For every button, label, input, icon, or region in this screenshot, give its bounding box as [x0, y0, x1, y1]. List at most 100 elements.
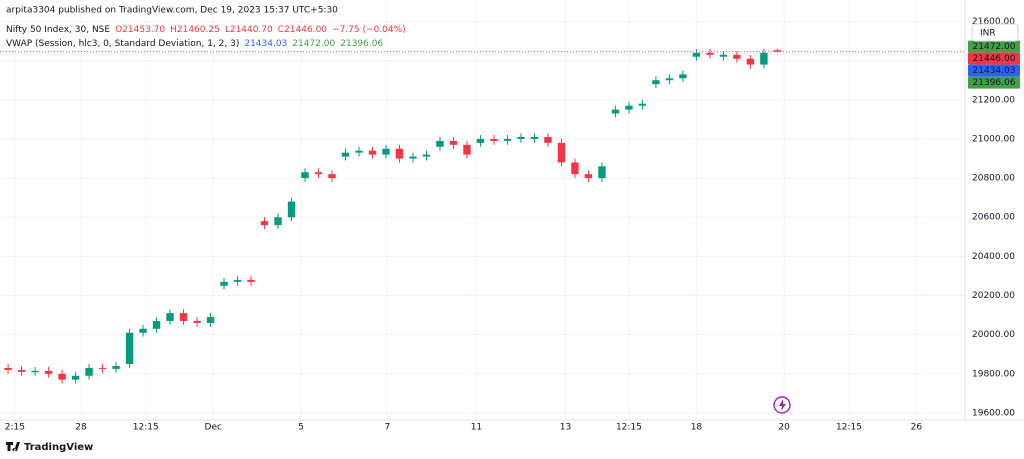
- ohlc-value: C21446.00: [278, 25, 328, 35]
- y-tick-label: 21000.00: [972, 134, 1015, 144]
- candle-body: [571, 162, 579, 175]
- y-tick-label: 21600.00: [972, 17, 1015, 27]
- candle-body: [44, 370, 53, 374]
- candle-body: [679, 74, 687, 79]
- currency-button[interactable]: [971, 23, 1019, 42]
- candle-body: [544, 136, 552, 143]
- candle-body: [98, 367, 107, 369]
- y-tick-label: 19800.00: [972, 369, 1015, 379]
- candle-body: [71, 375, 80, 380]
- candle-body: [733, 54, 741, 59]
- candle-body: [503, 138, 512, 141]
- symbol-line: Nifty 50 Index, 30, NSE O21453.70 H21460.2…: [6, 25, 406, 35]
- x-tick-label: 18: [691, 423, 703, 433]
- x-tick-label: 13: [560, 423, 571, 433]
- candle-body: [746, 58, 755, 65]
- price-label-box: [968, 52, 1020, 65]
- y-tick-label: 20400.00: [972, 252, 1015, 262]
- candle-body: [58, 373, 66, 380]
- candle-body: [4, 367, 12, 370]
- vwap-value: 21396.06: [340, 39, 383, 49]
- candle-body: [665, 78, 674, 81]
- x-tick-label: 26: [911, 423, 923, 433]
- candle-body: [85, 367, 93, 376]
- candle-body: [490, 138, 498, 141]
- price-label: 21472.00: [973, 42, 1016, 52]
- candle-body: [166, 313, 174, 321]
- x-tick-label: 12:15: [836, 423, 862, 433]
- candle-body: [220, 281, 228, 286]
- vwap-label: VWAP (Session, hlc3, 0, Standard Deviati…: [6, 39, 239, 49]
- grid: [0, 0, 965, 420]
- vwap-line: VWAP (Session, hlc3, 0, Standard Deviati…: [6, 39, 383, 49]
- candle-body: [112, 365, 120, 369]
- candle-body: [706, 52, 714, 55]
- candle-body: [719, 54, 728, 57]
- candle-body: [517, 136, 525, 139]
- axes: 19600.00 19800.00 20000.00 20200.00 20400.00…: [5, 17, 1020, 433]
- candle-body: [125, 332, 134, 365]
- y-tick-label: 19600.00: [972, 408, 1015, 418]
- x-tick-label: 2:15: [5, 423, 25, 433]
- price-label-box: [968, 76, 1020, 89]
- candle-body: [476, 138, 485, 143]
- candle-body: [233, 279, 242, 282]
- vwap-value: 21472.00: [292, 39, 335, 49]
- candle-body: [598, 166, 606, 179]
- candle-body: [206, 317, 215, 323]
- candle-body: [17, 369, 26, 372]
- candle-body: [341, 152, 350, 157]
- price-label: 21396.06: [973, 78, 1016, 88]
- ohlc-value: L21440.70: [225, 25, 273, 35]
- candle-body: [584, 174, 593, 179]
- candle-body: [530, 136, 539, 139]
- ohlc-value: −7.75 (−0.04%): [332, 25, 406, 35]
- price-label: 21446.00: [973, 54, 1016, 64]
- candle-body: [422, 154, 431, 157]
- candle-body: [692, 52, 701, 57]
- candle-body: [274, 217, 282, 226]
- x-tick-label: 5: [298, 423, 304, 433]
- candle-body: [355, 150, 363, 153]
- vwap-value: 21434.03: [244, 39, 287, 49]
- price-label: 21434.03: [973, 66, 1016, 76]
- candle-body: [638, 103, 647, 106]
- y-tick-label: 21200.00: [972, 95, 1015, 105]
- x-tick-label: 28: [75, 423, 87, 433]
- candle-body: [328, 174, 336, 179]
- publisher: arpita3304 published on TradingView.com,…: [6, 6, 338, 16]
- candle-body: [287, 201, 296, 218]
- currency[interactable]: INR: [980, 29, 996, 39]
- candle-body: [557, 142, 566, 163]
- y-tick-label: 20600.00: [972, 213, 1015, 223]
- candle-body: [301, 172, 309, 179]
- candle-body: [152, 320, 161, 329]
- candle-body: [382, 148, 390, 155]
- candle-body: [449, 140, 458, 145]
- x-tick-label: Dec: [205, 423, 222, 433]
- y-tick-label: 20000.00: [972, 330, 1015, 340]
- symbol: Nifty 50 Index, 30, NSE: [6, 25, 110, 35]
- candles: [0, 48, 965, 384]
- price-label-box: [968, 40, 1020, 53]
- price-label-box: [968, 64, 1020, 77]
- ohlc-value: O21453.70: [115, 25, 165, 35]
- footer-brand: TradingView: [24, 442, 93, 453]
- candle-body: [193, 320, 201, 323]
- candle-body: [760, 52, 768, 65]
- candle-body: [179, 313, 188, 321]
- candle-body: [463, 144, 471, 155]
- candle-body: [773, 50, 782, 52]
- candle-body: [652, 80, 660, 85]
- x-tick-label: 12:15: [133, 423, 159, 433]
- x-tick-label: 12:15: [616, 423, 642, 433]
- candle-body: [31, 370, 39, 373]
- candle-body: [139, 328, 147, 333]
- candle-body: [625, 105, 633, 110]
- x-tick-label: 11: [471, 423, 482, 433]
- candle-body: [409, 156, 417, 159]
- y-tick-label: 20200.00: [972, 291, 1015, 301]
- x-tick-label: 7: [384, 423, 390, 433]
- candle-body: [611, 109, 620, 114]
